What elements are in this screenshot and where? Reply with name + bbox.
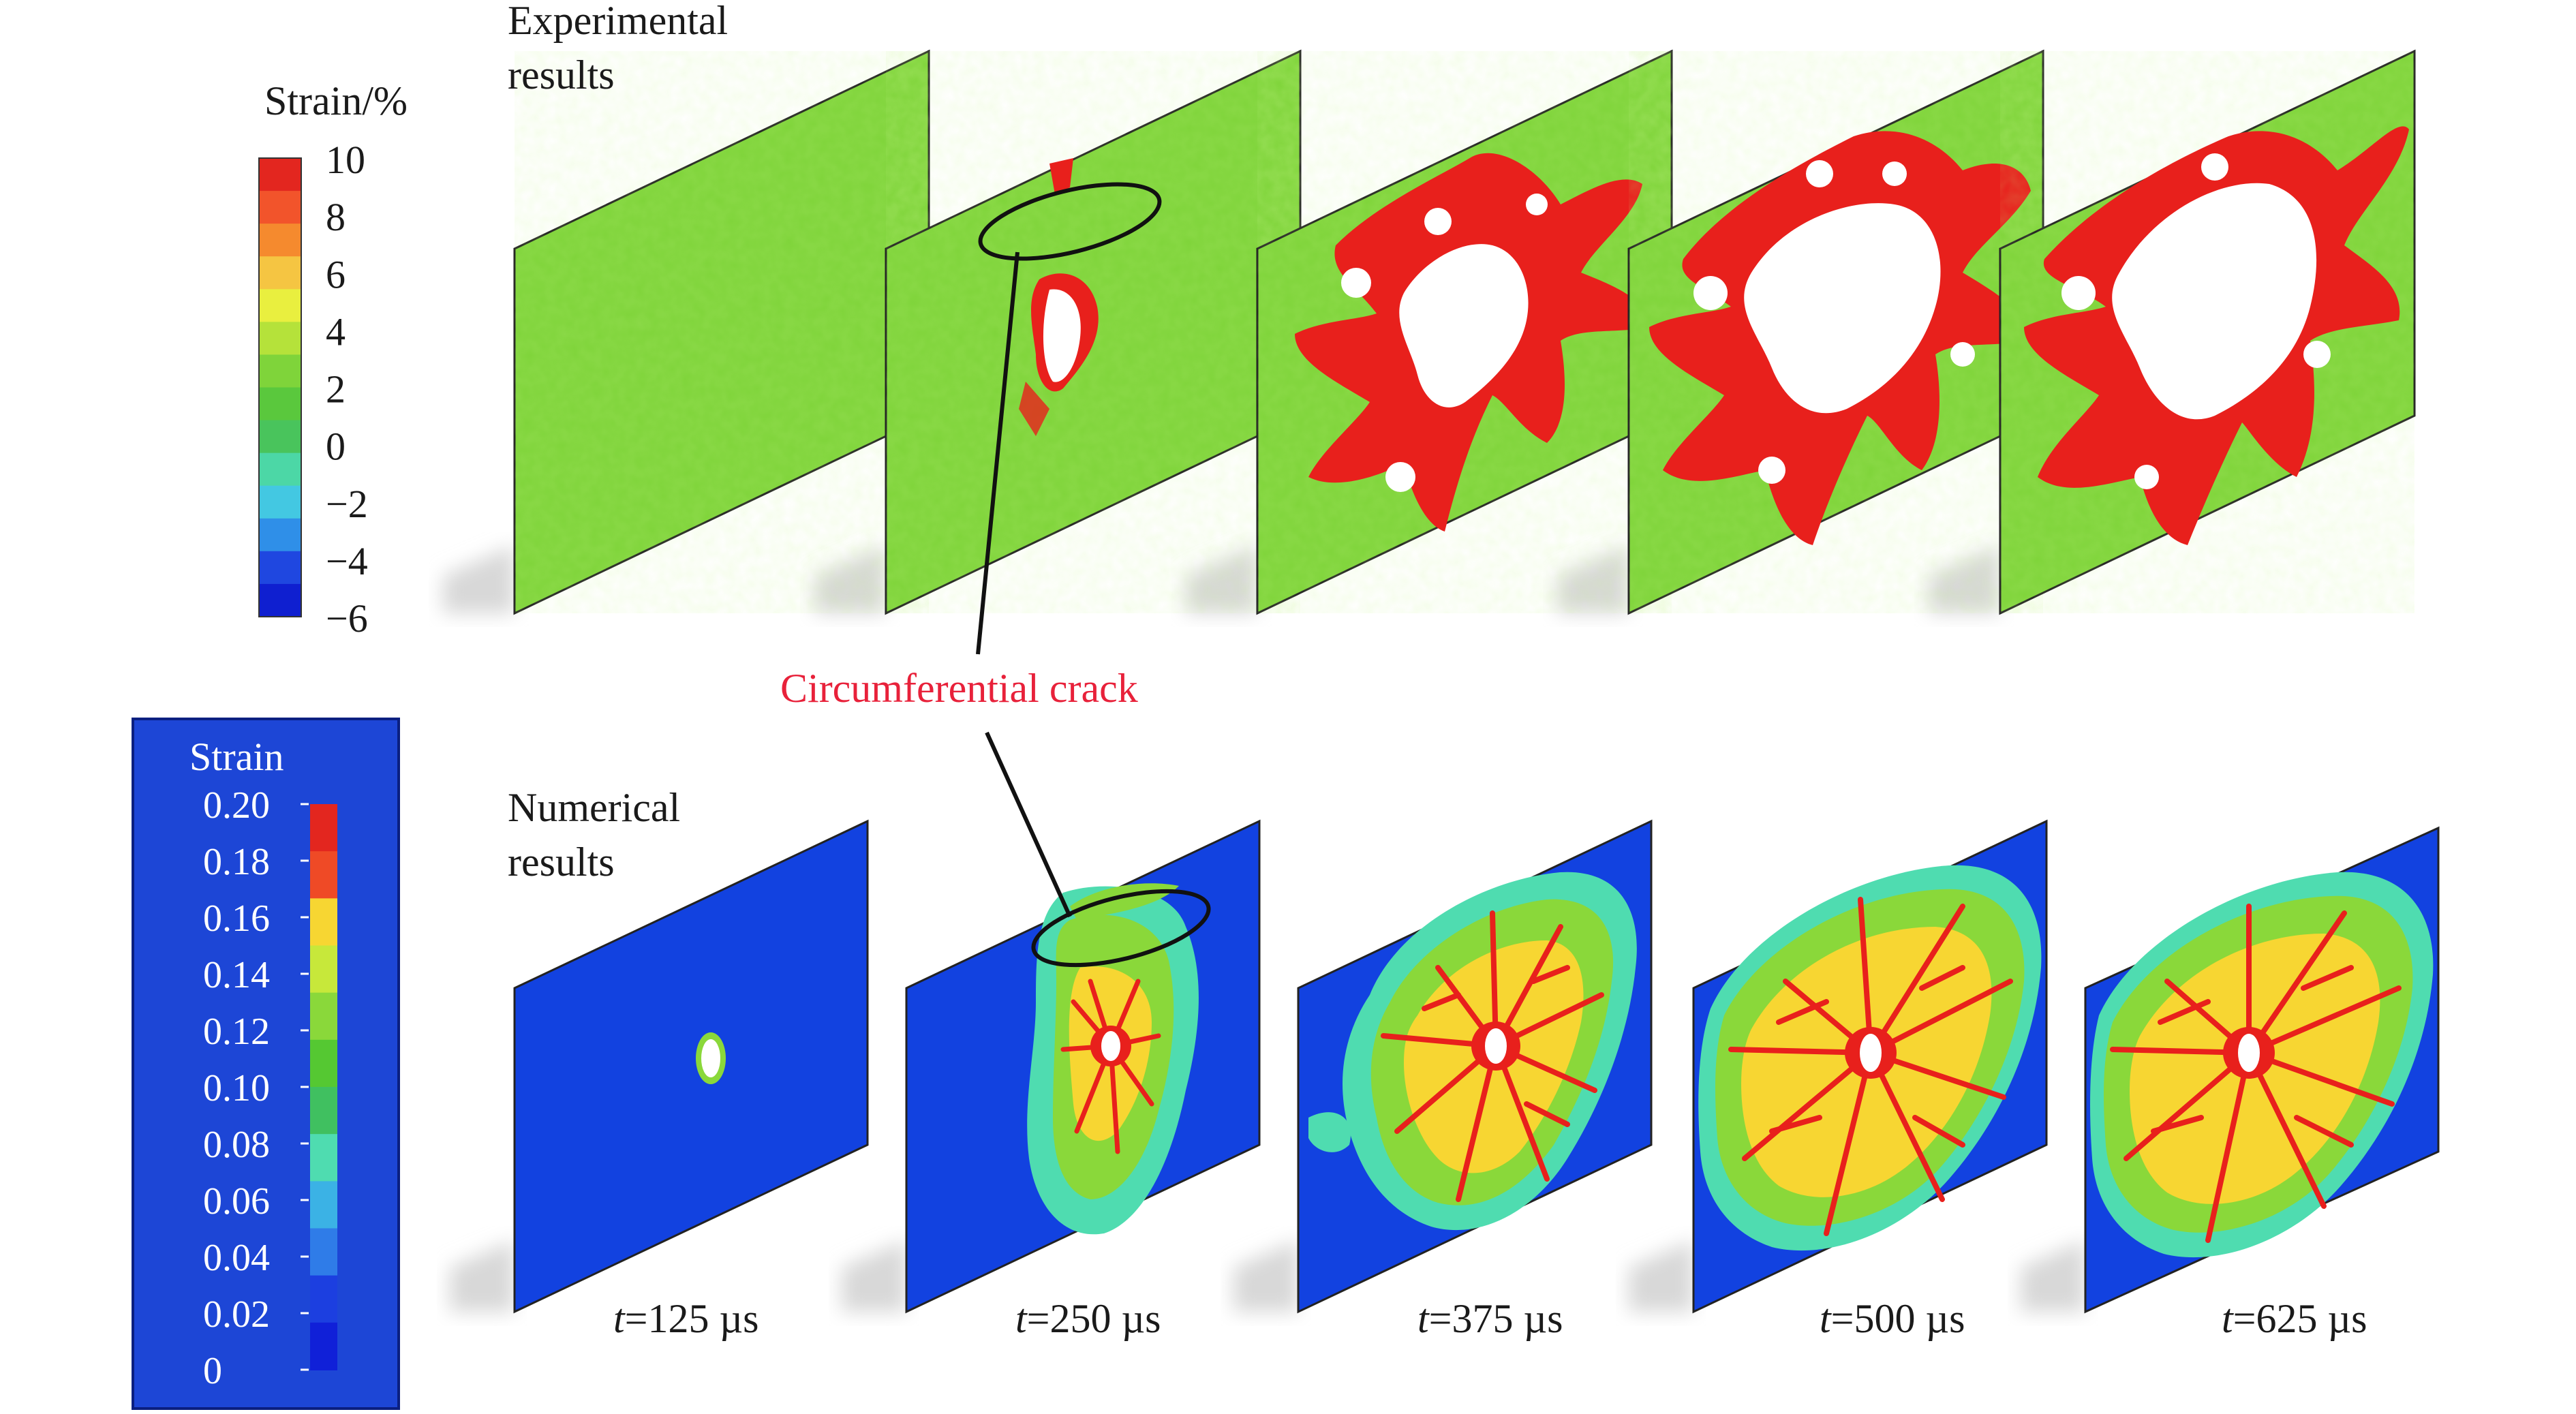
experimental-colorbar-segment xyxy=(259,224,301,258)
panel-shadow xyxy=(1629,1240,1693,1312)
time-label-375: t=375 µs xyxy=(1417,1296,1563,1341)
exp-panel-500 xyxy=(1627,49,2044,615)
numerical-colorbar-tick: 0 xyxy=(203,1350,222,1392)
numerical-colorbar-segment xyxy=(310,898,337,947)
experimental-colorbar-tick: 4 xyxy=(326,309,346,354)
experimental-label-line2: results xyxy=(508,52,615,97)
experimental-row: Experimental results xyxy=(443,0,2416,615)
crack-leader-top xyxy=(976,251,1019,655)
exp-panel-625 xyxy=(1999,49,2416,615)
crack-label: Circumferential crack xyxy=(780,666,1138,711)
panel-shadow xyxy=(842,1240,906,1312)
experimental-colorbar-segment xyxy=(259,452,301,487)
time-label-500: t=500 µs xyxy=(1820,1296,1965,1341)
num-panel-375 xyxy=(1297,819,1653,1314)
panel-shadow xyxy=(1557,545,1629,613)
numerical-colorbar-tick: 0.12 xyxy=(203,1011,270,1053)
numerical-colorbar-segment xyxy=(310,992,337,1041)
num-panel-625 xyxy=(2084,826,2440,1314)
experimental-colorbar-tick: −6 xyxy=(326,596,368,641)
experimental-colorbar-ticks: 10 8 6 4 2 0 −2 −4 −6 xyxy=(326,138,368,641)
exp-panel-250 xyxy=(885,49,1302,615)
experimental-colorbar-segment xyxy=(259,420,301,454)
panel-shadow xyxy=(2021,1240,2085,1312)
numerical-colorbar-segment xyxy=(310,1275,337,1323)
experimental-colorbar-segment xyxy=(259,354,301,388)
numerical-colorbar-tick: 0.16 xyxy=(203,897,270,940)
experimental-colorbar-segment xyxy=(259,289,301,323)
numerical-colorbar-segment xyxy=(310,1322,337,1370)
time-label-250: t=250 µs xyxy=(1015,1296,1161,1341)
numerical-legend-title: Strain xyxy=(189,735,284,779)
experimental-colorbar-segment xyxy=(259,583,301,617)
crack-ellipse-experimental xyxy=(978,182,1162,261)
panel-shadow xyxy=(1929,545,2000,613)
num-panel-500 xyxy=(1692,819,2048,1314)
time-labels: t=125 µs t=250 µs t=375 µs t=500 µs t=62… xyxy=(613,1296,2367,1341)
numerical-colorbar-segment xyxy=(310,851,337,900)
exp-panel-125 xyxy=(513,49,930,615)
experimental-colorbar-tick: 10 xyxy=(326,138,365,182)
experimental-colorbar-segment xyxy=(259,551,301,585)
experimental-colorbar-segment xyxy=(259,158,301,192)
panel-shadow xyxy=(443,545,515,613)
numerical-colorbar-tick: 0.10 xyxy=(203,1067,270,1109)
experimental-colorbar-tick: −2 xyxy=(326,482,368,526)
numerical-colorbar-segment xyxy=(310,945,337,994)
numerical-colorbar-tick: 0.06 xyxy=(203,1180,270,1223)
numerical-colorbar-segment xyxy=(310,1181,337,1229)
crack-leader-bottom xyxy=(985,731,1072,918)
time-label-625: t=625 µs xyxy=(2222,1296,2367,1341)
numerical-colorbar-tick: 0.04 xyxy=(203,1237,270,1279)
experimental-colorbar-segment xyxy=(259,518,301,552)
numerical-colorbar-segment xyxy=(310,1228,337,1276)
experimental-colorbar-segment xyxy=(259,387,301,421)
numerical-colorbar xyxy=(310,804,337,1370)
numerical-label-line2: results xyxy=(508,840,615,885)
numerical-colorbar-segment xyxy=(310,804,337,852)
numerical-colorbar-ticks: 0.20 0.18 0.16 0.14 0.12 0.10 0.08 0.06 0.04 0.02… xyxy=(203,784,309,1392)
panel-shadow xyxy=(1186,545,1257,613)
experimental-colorbar-segment xyxy=(259,191,301,225)
experimental-colorbar-tick: 6 xyxy=(326,252,346,296)
panel-shadow xyxy=(1233,1240,1298,1312)
numerical-colorbar-segment xyxy=(310,1087,337,1135)
experimental-colorbar-tick: 2 xyxy=(326,367,346,412)
numerical-legend: Strain 0.200.180.160.140.120.100.080.060… xyxy=(132,718,400,1410)
numerical-colorbar-tick: 0.02 xyxy=(203,1293,270,1336)
num-panel-125 xyxy=(513,819,869,1314)
numerical-colorbar-segment xyxy=(310,1039,337,1088)
numerical-colorbar-tick: 0.08 xyxy=(203,1124,270,1166)
numerical-legend-background xyxy=(132,718,400,1410)
numerical-label-line1: Numerical xyxy=(508,785,680,830)
experimental-colorbar-tick: −4 xyxy=(326,539,368,583)
experimental-colorbar-segment xyxy=(259,322,301,356)
experimental-colorbar xyxy=(258,157,302,617)
num-panel-250 xyxy=(905,819,1261,1314)
experimental-colorbar-segment xyxy=(259,256,301,290)
panel-shadow xyxy=(450,1240,515,1312)
experimental-colorbar-frame xyxy=(258,157,302,617)
numerical-colorbar-tick: 0.18 xyxy=(203,841,270,883)
crack-annotation: Circumferential crack xyxy=(780,182,1211,968)
numerical-colorbar-segment xyxy=(310,1134,337,1182)
experimental-colorbar-tick: 0 xyxy=(326,425,346,469)
experimental-legend: Strain/% 10 8 6 4 2 0 −2 −4 −6 xyxy=(258,78,408,641)
numerical-colorbar-tick: 0.20 xyxy=(203,784,270,827)
exp-panel-375 xyxy=(1256,49,1673,615)
numerical-colorbar-tick: 0.14 xyxy=(203,954,270,996)
experimental-legend-title: Strain/% xyxy=(264,78,408,123)
crack-ellipse-numerical xyxy=(1031,889,1211,968)
numerical-row: Numerical results xyxy=(450,785,2440,1314)
experimental-colorbar-tick: 8 xyxy=(326,195,346,239)
panel-shadow xyxy=(814,545,886,613)
experimental-label-line1: Experimental xyxy=(508,0,728,43)
time-label-125: t=125 µs xyxy=(613,1296,758,1341)
experimental-colorbar-segment xyxy=(259,485,301,519)
